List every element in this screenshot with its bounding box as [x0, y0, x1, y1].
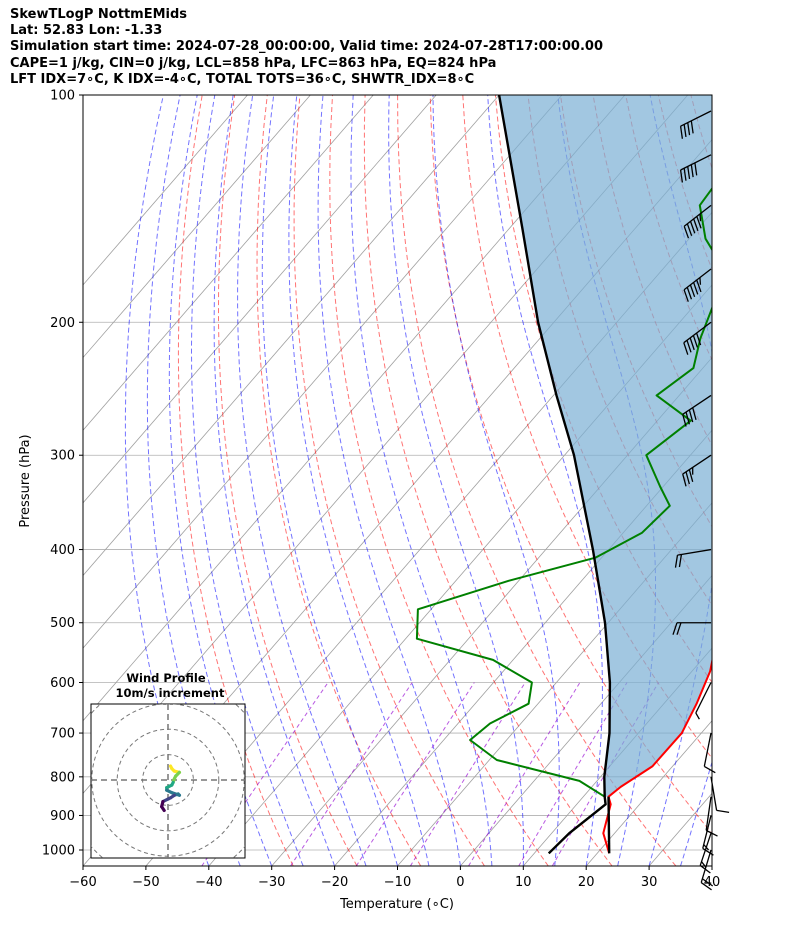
wind-barb [683, 321, 712, 355]
moist-adiabat [261, 95, 398, 866]
x-tick-label: 10 [515, 875, 532, 890]
isotherm-line [83, 95, 563, 649]
dry-adiabat [363, 95, 613, 866]
mixing-ratio-line [551, 682, 659, 866]
mixing-ratio-line [355, 682, 475, 866]
y-tick-label: 400 [50, 543, 75, 558]
y-tick-label: 300 [50, 449, 75, 464]
cape-shading [499, 95, 712, 797]
moist-adiabat [191, 95, 304, 866]
sounding-profiles [415, 95, 712, 855]
isotherm-line [83, 95, 311, 359]
isotherm-line [83, 95, 437, 504]
parcel-line [497, 95, 612, 855]
dewpoint-line [415, 187, 712, 855]
dry-adiabat [256, 95, 422, 866]
isotherm-line [585, 720, 712, 866]
x-tick-label: −10 [384, 875, 411, 890]
time-line: Simulation start time: 2024-07-28_00:00:… [10, 39, 603, 55]
y-axis-label: Pressure (hPa) [18, 434, 33, 527]
moist-adiabat [213, 95, 336, 866]
hodograph-segment [160, 805, 166, 813]
parcel-surface-leg [607, 796, 611, 854]
dry-adiabat [429, 95, 712, 835]
y-tick-label: 100 [50, 89, 75, 104]
x-axis-label: Temperature (∘C) [339, 897, 454, 912]
mixing-ratio-line [290, 682, 413, 866]
dry-adiabat [397, 95, 677, 866]
mixing-ratio-line [468, 682, 581, 866]
isotherm-line [775, 95, 794, 866]
isotherm-line [397, 502, 712, 866]
hodograph-inset: Wind Profile 10m/s increment [90, 671, 246, 859]
x-tick-label: 0 [456, 875, 464, 890]
x-tick-label: 40 [704, 875, 721, 890]
location-line: Lat: 52.83 Lon: -1.33 [10, 23, 163, 39]
y-tick-label: 500 [50, 616, 75, 631]
y-tick-label: 600 [50, 676, 75, 691]
temperature-line [602, 95, 712, 854]
moist-adiabat [711, 864, 712, 866]
moist-adiabat [317, 95, 461, 866]
mixing-ratio-line [409, 682, 526, 866]
parcel-parameters: CAPE=1 j/kg, CIN=0 j/kg, LCL=858 hPa, LF… [10, 55, 497, 71]
dry-adiabat [756, 95, 794, 866]
isotherm-line [83, 95, 500, 577]
moist-adiabat [487, 95, 603, 866]
cape-area [499, 95, 712, 797]
x-tick-label: −40 [195, 875, 222, 890]
moist-adiabat [350, 95, 493, 866]
wind-barb [710, 776, 730, 813]
wind-barb [683, 268, 712, 302]
wind-barb [703, 732, 716, 774]
isotherm-line [83, 95, 248, 286]
moist-adiabat [237, 95, 367, 866]
y-tick-label: 900 [50, 809, 75, 824]
chart-title: SkewTLogP NottmEMids [10, 7, 188, 22]
x-tick-label: −50 [132, 875, 159, 890]
mixing-ratio-line [518, 682, 628, 866]
stability-indices: LFT IDX=7∘C, K IDX=-4∘C, TOTAL TOTS=36∘C… [10, 71, 475, 87]
wind-barb [674, 548, 712, 568]
isotherm-line [711, 865, 712, 866]
wind-barb [682, 394, 712, 427]
y-tick-label: 800 [50, 770, 75, 785]
dry-adiabat [329, 95, 549, 866]
dry-adiabat [789, 95, 794, 866]
x-tick-label: −30 [258, 875, 285, 890]
wind-barbs [672, 110, 730, 891]
dry-adiabat [723, 95, 794, 866]
header: SkewTLogP NottmEMids Lat: 52.83 Lon: -1.… [10, 7, 603, 88]
dry-adiabat [177, 95, 294, 866]
wind-barb [682, 454, 712, 487]
dry-adiabat [293, 95, 485, 866]
wind-barb [679, 110, 712, 139]
wind-barb [683, 204, 712, 239]
moist-adiabat [168, 95, 273, 866]
dry-adiabat [218, 95, 358, 866]
hodograph-title: Wind Profile [126, 671, 206, 685]
y-tick-label: 200 [50, 316, 75, 331]
wind-barb [672, 622, 711, 635]
wind-barb [695, 682, 712, 720]
hodograph-subtitle: 10m/s increment [116, 686, 225, 700]
x-tick-label: −60 [69, 875, 96, 890]
x-tick-label: −20 [321, 875, 348, 890]
isotherm-line [83, 95, 626, 722]
moist-adiabat [680, 760, 712, 866]
x-tick-label: 30 [641, 875, 658, 890]
isotherm-line [460, 574, 712, 866]
wind-barb [679, 154, 712, 183]
isotherm-line [83, 95, 374, 431]
y-tick-label: 1000 [42, 844, 75, 859]
y-tick-label: 700 [50, 727, 75, 742]
x-tick-label: 20 [578, 875, 595, 890]
moist-adiabat [388, 95, 524, 866]
